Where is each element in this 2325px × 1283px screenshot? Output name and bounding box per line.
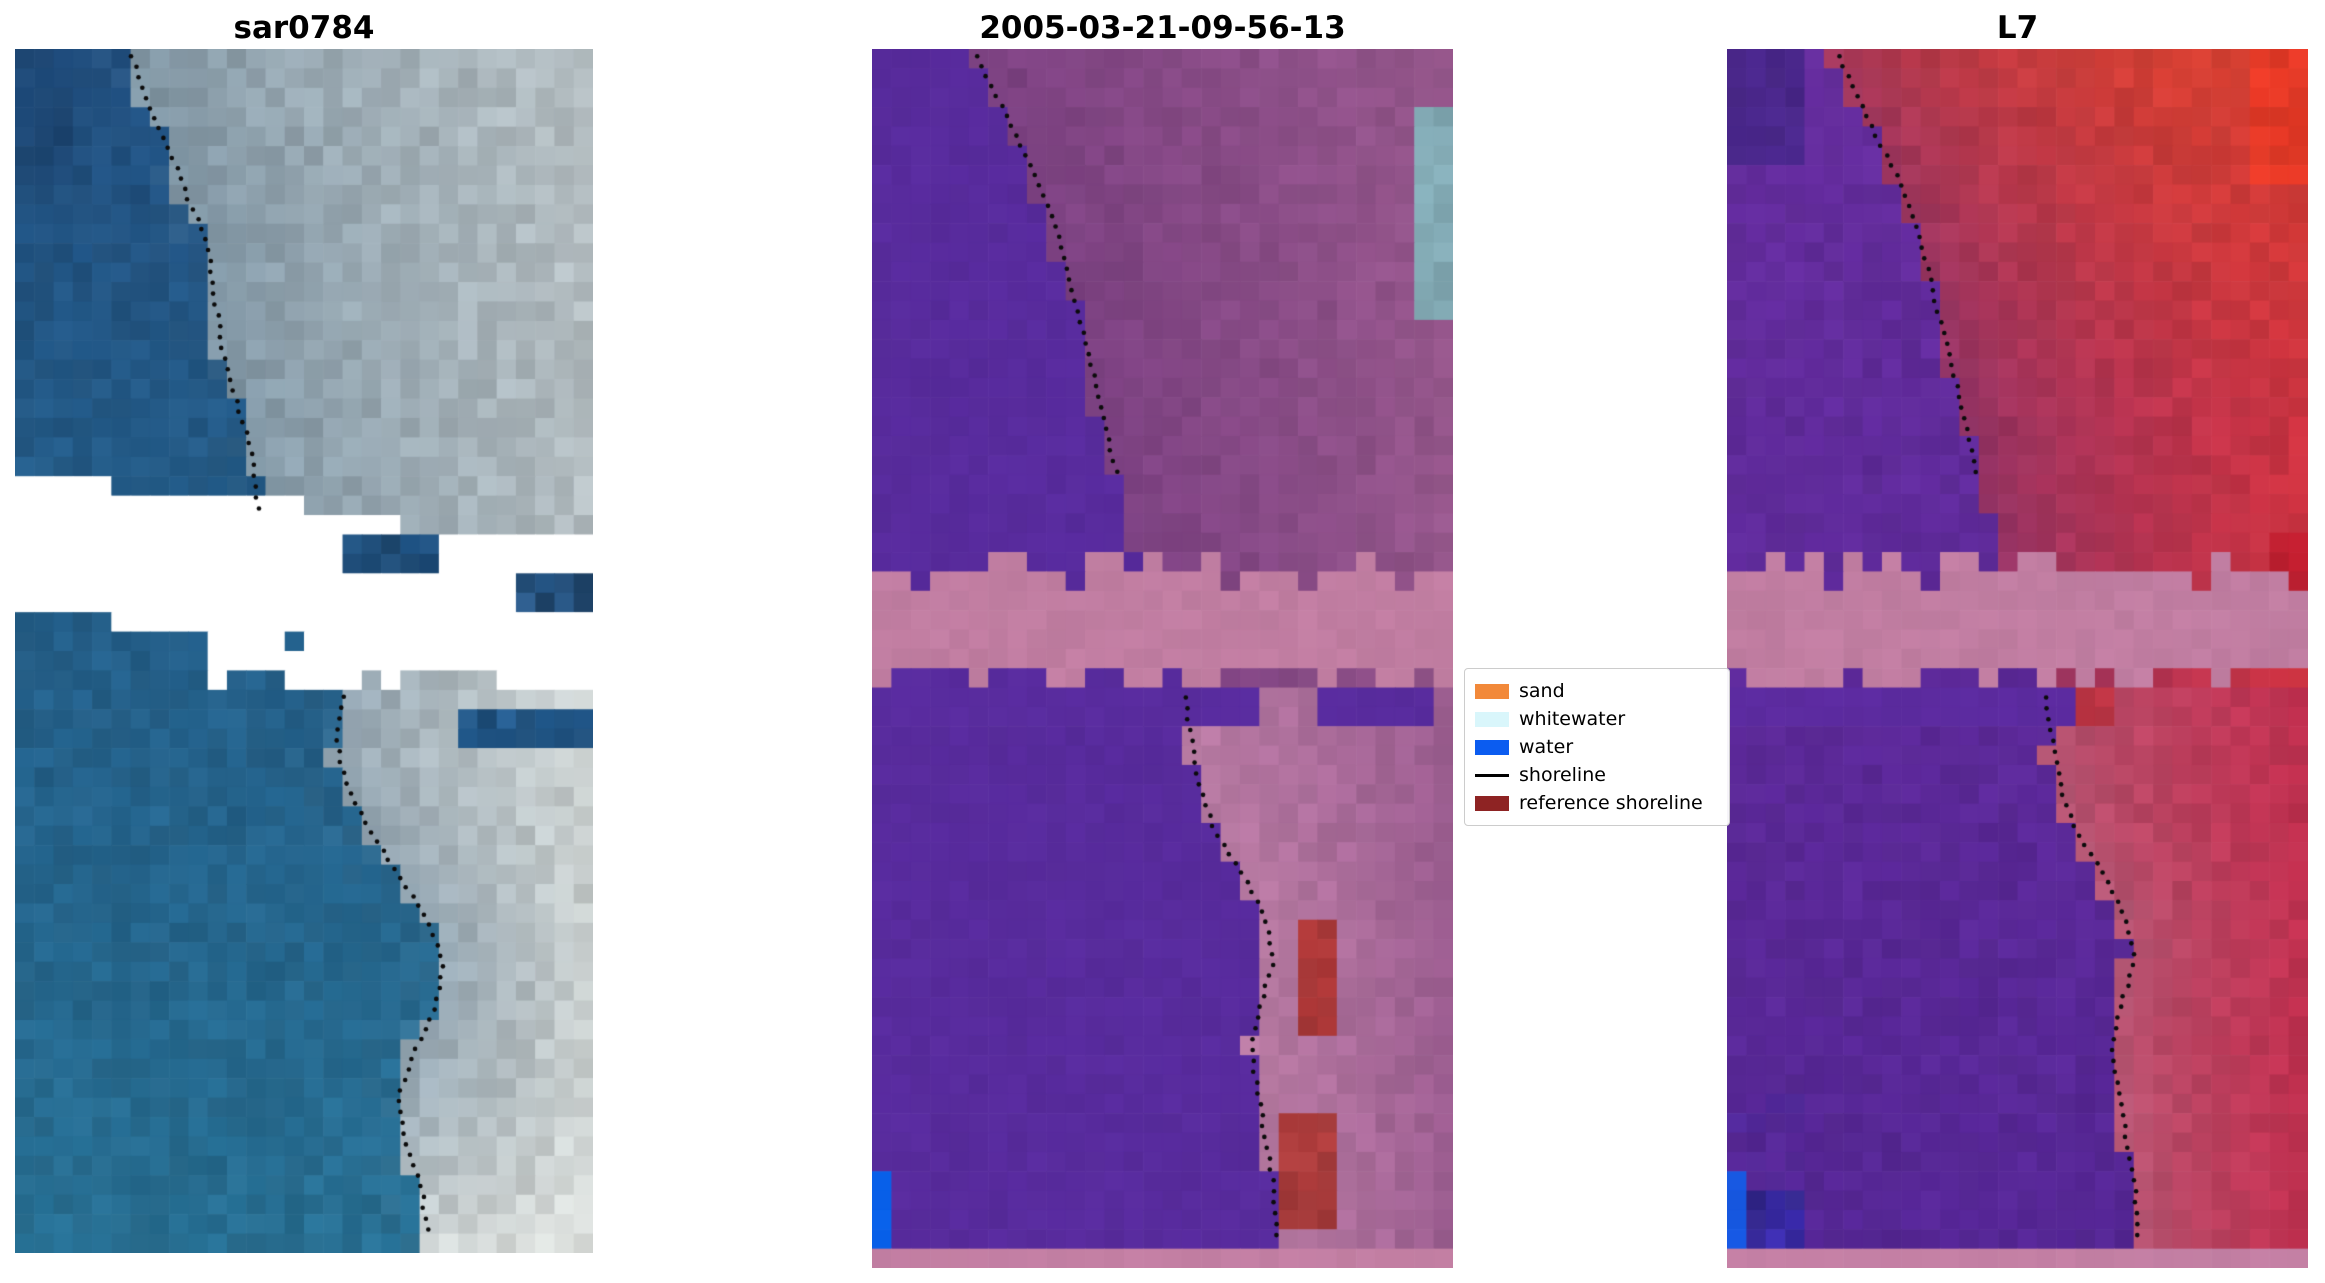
legend-items: sand whitewater water shoreline reference sh…	[1475, 677, 1719, 817]
legend-color-swatch	[1475, 683, 1509, 699]
legend-label: shoreline	[1519, 764, 1606, 786]
legend-label: sand	[1519, 680, 1565, 702]
satellite-image-l7	[1727, 49, 2308, 1268]
legend-item-water: water	[1475, 733, 1719, 761]
legend-label: whitewater	[1519, 708, 1626, 730]
legend-color-swatch	[1475, 795, 1509, 811]
legend-label: water	[1519, 736, 1574, 758]
legend-item-reference-shoreline: reference shoreline	[1475, 789, 1719, 817]
legend: sand whitewater water shoreline reference sh…	[1464, 668, 1730, 826]
satellite-image-sar0784	[15, 49, 593, 1253]
legend-line-swatch	[1475, 773, 1509, 777]
legend-label: reference shoreline	[1519, 792, 1703, 814]
panel-l7: L7	[1727, 8, 2308, 1268]
legend-item-sand: sand	[1475, 677, 1719, 705]
satellite-image-classified	[872, 49, 1453, 1268]
panel-title-l7: L7	[1996, 10, 2039, 46]
panel-classified: 2005-03-21-09-56-13	[872, 8, 1453, 1268]
legend-color-swatch	[1475, 711, 1509, 727]
legend-color-swatch	[1475, 739, 1509, 755]
legend-item-whitewater: whitewater	[1475, 705, 1719, 733]
panel-title-sar0784: sar0784	[233, 10, 375, 46]
legend-item-shoreline: shoreline	[1475, 761, 1719, 789]
panel-title-classified: 2005-03-21-09-56-13	[979, 10, 1346, 46]
panel-sar0784: sar0784	[15, 8, 593, 1253]
